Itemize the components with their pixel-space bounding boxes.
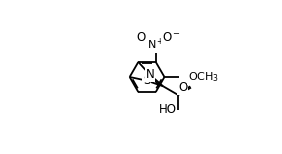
Text: N$^+$: N$^+$	[147, 37, 164, 52]
Text: S: S	[143, 74, 150, 87]
Text: N: N	[146, 68, 154, 81]
Text: HO: HO	[159, 103, 177, 116]
Text: O: O	[178, 81, 187, 94]
Text: O$^-$: O$^-$	[162, 31, 180, 44]
Text: OCH$_3$: OCH$_3$	[188, 70, 219, 84]
Text: O: O	[136, 31, 146, 44]
